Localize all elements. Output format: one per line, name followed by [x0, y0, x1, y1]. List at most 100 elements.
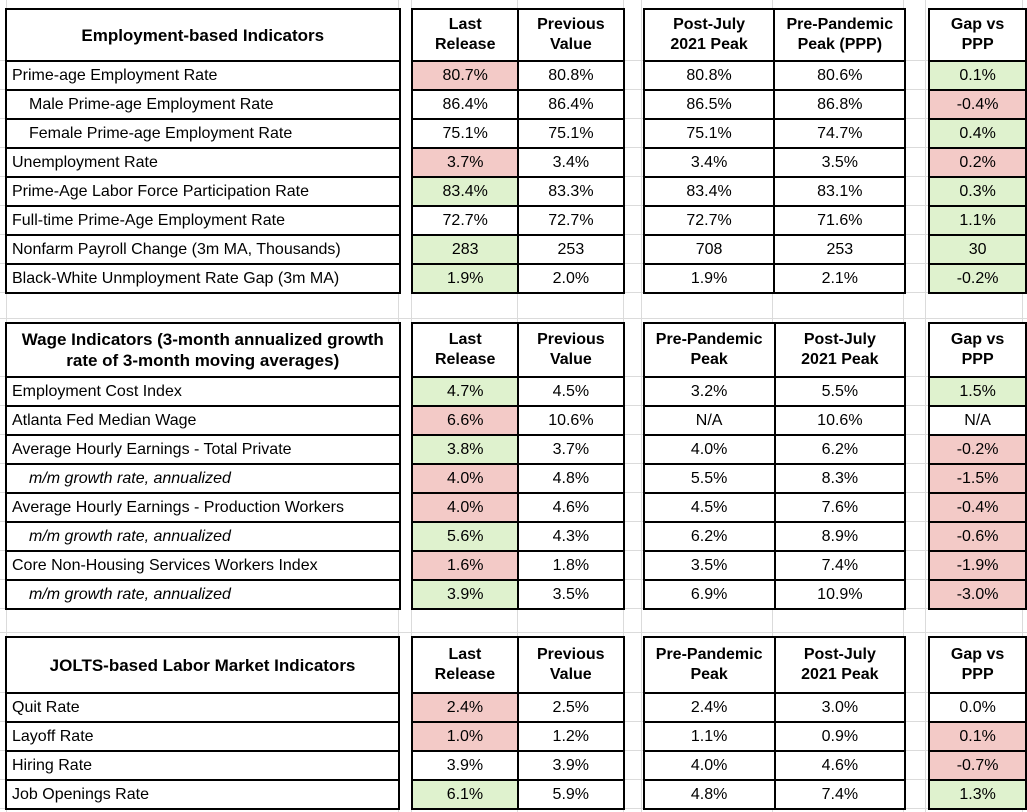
peak-column-2-value-cell[interactable]: 74.7%: [773, 118, 907, 149]
column-header-pre-pandemic-peak[interactable]: Pre-Pandemic Peak (PPP): [773, 8, 907, 62]
peak-column-1-value-cell[interactable]: 86.5%: [642, 89, 776, 120]
previous-value-cell[interactable]: 5.9%: [516, 779, 625, 810]
indicator-label-cell[interactable]: Layoff Rate: [4, 721, 401, 752]
indicator-label-cell[interactable]: Average Hourly Earnings - Production Wor…: [5, 492, 401, 523]
gap-vs-ppp-value-cell[interactable]: -0.6%: [928, 521, 1027, 552]
peak-column-1-value-cell[interactable]: 3.4%: [642, 147, 776, 178]
peak-column-2-value-cell[interactable]: 83.1%: [773, 176, 907, 207]
last-release-value-cell[interactable]: 3.9%: [411, 579, 520, 610]
peak-column-2-value-cell[interactable]: 10.9%: [773, 579, 907, 610]
peak-column-2-value-cell[interactable]: 0.9%: [773, 721, 907, 752]
table-title[interactable]: Employment-based Indicators: [5, 8, 401, 62]
gap-vs-ppp-value-cell[interactable]: 0.1%: [928, 721, 1027, 752]
gap-vs-ppp-value-cell[interactable]: 1.1%: [928, 205, 1027, 236]
last-release-value-cell[interactable]: 3.9%: [411, 750, 519, 781]
last-release-value-cell[interactable]: 1.0%: [411, 721, 519, 752]
peak-column-2-value-cell[interactable]: 5.5%: [773, 376, 907, 407]
last-release-value-cell[interactable]: 2.4%: [411, 692, 519, 723]
gap-vs-ppp-value-cell[interactable]: -1.5%: [928, 463, 1027, 494]
indicator-label-cell[interactable]: Black-White Unmployment Rate Gap (3m MA): [5, 263, 401, 294]
column-header-last-release[interactable]: Last Release: [411, 322, 520, 378]
column-header-gap-vs-ppp[interactable]: Gap vs PPP: [928, 636, 1027, 694]
peak-column-1-value-cell[interactable]: 72.7%: [642, 205, 776, 236]
peak-column-1-value-cell[interactable]: 1.9%: [642, 263, 776, 294]
peak-column-1-value-cell[interactable]: 5.5%: [642, 463, 776, 494]
indicator-label-cell[interactable]: Female Prime-age Employment Rate: [5, 118, 401, 149]
previous-value-cell[interactable]: 86.4%: [517, 89, 625, 120]
column-header-previous-value[interactable]: Previous Value: [517, 322, 625, 378]
last-release-value-cell[interactable]: 1.6%: [411, 550, 520, 581]
peak-column-1-value-cell[interactable]: 3.2%: [642, 376, 776, 407]
peak-column-1-value-cell[interactable]: 80.8%: [642, 60, 776, 91]
gap-vs-ppp-value-cell[interactable]: -0.4%: [928, 492, 1027, 523]
indicator-label-cell[interactable]: m/m growth rate, annualized: [5, 579, 401, 610]
indicator-label-cell[interactable]: Average Hourly Earnings - Total Private: [5, 434, 401, 465]
column-header-post-july-2021-peak[interactable]: Post-July 2021 Peak: [773, 322, 907, 378]
peak-column-2-value-cell[interactable]: 10.6%: [773, 405, 907, 436]
last-release-value-cell[interactable]: 6.6%: [411, 405, 520, 436]
column-header-last-release[interactable]: Last Release: [411, 8, 520, 62]
gap-vs-ppp-value-cell[interactable]: N/A: [928, 405, 1027, 436]
indicator-label-cell[interactable]: m/m growth rate, annualized: [5, 463, 401, 494]
indicator-label-cell[interactable]: Job Openings Rate: [4, 779, 401, 810]
peak-column-2-value-cell[interactable]: 3.5%: [773, 147, 907, 178]
gap-vs-ppp-value-cell[interactable]: 1.5%: [928, 376, 1027, 407]
column-header-gap-vs-ppp[interactable]: Gap vs PPP: [928, 322, 1027, 378]
gap-vs-ppp-value-cell[interactable]: -0.2%: [928, 263, 1027, 294]
peak-column-1-value-cell[interactable]: 6.9%: [642, 579, 776, 610]
last-release-value-cell[interactable]: 4.0%: [411, 463, 520, 494]
gap-vs-ppp-value-cell[interactable]: -0.7%: [928, 750, 1027, 781]
column-header-last-release[interactable]: Last Release: [411, 636, 519, 694]
peak-column-1-value-cell[interactable]: 708: [642, 234, 776, 265]
peak-column-1-value-cell[interactable]: 83.4%: [642, 176, 776, 207]
indicator-label-cell[interactable]: Nonfarm Payroll Change (3m MA, Thousands…: [5, 234, 401, 265]
previous-value-cell[interactable]: 10.6%: [517, 405, 625, 436]
gap-vs-ppp-value-cell[interactable]: -0.4%: [928, 89, 1027, 120]
previous-value-cell[interactable]: 3.5%: [517, 579, 625, 610]
peak-column-2-value-cell[interactable]: 7.6%: [773, 492, 907, 523]
previous-value-cell[interactable]: 80.8%: [517, 60, 625, 91]
previous-value-cell[interactable]: 4.5%: [517, 376, 625, 407]
last-release-value-cell[interactable]: 75.1%: [411, 118, 520, 149]
peak-column-2-value-cell[interactable]: 4.6%: [773, 750, 907, 781]
previous-value-cell[interactable]: 4.3%: [517, 521, 625, 552]
indicator-label-cell[interactable]: Employment Cost Index: [5, 376, 401, 407]
peak-column-2-value-cell[interactable]: 8.9%: [773, 521, 907, 552]
previous-value-cell[interactable]: 75.1%: [517, 118, 625, 149]
gap-vs-ppp-value-cell[interactable]: 0.2%: [928, 147, 1027, 178]
indicator-label-cell[interactable]: Quit Rate: [4, 692, 401, 723]
peak-column-1-value-cell[interactable]: 4.0%: [642, 434, 776, 465]
peak-column-1-value-cell[interactable]: N/A: [642, 405, 776, 436]
peak-column-2-value-cell[interactable]: 3.0%: [773, 692, 907, 723]
previous-value-cell[interactable]: 83.3%: [517, 176, 625, 207]
column-header-previous-value[interactable]: Previous Value: [516, 636, 625, 694]
last-release-value-cell[interactable]: 3.8%: [411, 434, 520, 465]
column-header-post-july-2021-peak[interactable]: Post-July 2021 Peak: [642, 8, 776, 62]
peak-column-2-value-cell[interactable]: 7.4%: [773, 779, 907, 810]
peak-column-2-value-cell[interactable]: 7.4%: [773, 550, 907, 581]
previous-value-cell[interactable]: 4.6%: [517, 492, 625, 523]
column-header-gap-vs-ppp[interactable]: Gap vs PPP: [928, 8, 1027, 62]
last-release-value-cell[interactable]: 80.7%: [411, 60, 520, 91]
previous-value-cell[interactable]: 2.0%: [517, 263, 625, 294]
previous-value-cell[interactable]: 4.8%: [517, 463, 625, 494]
previous-value-cell[interactable]: 2.5%: [516, 692, 625, 723]
indicator-label-cell[interactable]: Prime-age Employment Rate: [5, 60, 401, 91]
previous-value-cell[interactable]: 253: [517, 234, 625, 265]
previous-value-cell[interactable]: 1.8%: [517, 550, 625, 581]
indicator-label-cell[interactable]: Male Prime-age Employment Rate: [5, 89, 401, 120]
table-title[interactable]: JOLTS-based Labor Market Indicators: [4, 636, 401, 694]
column-header-post-july-2021-peak[interactable]: Post-July 2021 Peak: [773, 636, 907, 694]
previous-value-cell[interactable]: 1.2%: [516, 721, 625, 752]
indicator-label-cell[interactable]: Full-time Prime-Age Employment Rate: [5, 205, 401, 236]
peak-column-1-value-cell[interactable]: 1.1%: [642, 721, 776, 752]
last-release-value-cell[interactable]: 3.7%: [411, 147, 520, 178]
indicator-label-cell[interactable]: Prime-Age Labor Force Participation Rate: [5, 176, 401, 207]
previous-value-cell[interactable]: 72.7%: [517, 205, 625, 236]
gap-vs-ppp-value-cell[interactable]: 30: [928, 234, 1027, 265]
peak-column-1-value-cell[interactable]: 4.8%: [642, 779, 776, 810]
peak-column-1-value-cell[interactable]: 3.5%: [642, 550, 776, 581]
peak-column-1-value-cell[interactable]: 2.4%: [642, 692, 776, 723]
peak-column-2-value-cell[interactable]: 253: [773, 234, 907, 265]
indicator-label-cell[interactable]: Atlanta Fed Median Wage: [5, 405, 401, 436]
